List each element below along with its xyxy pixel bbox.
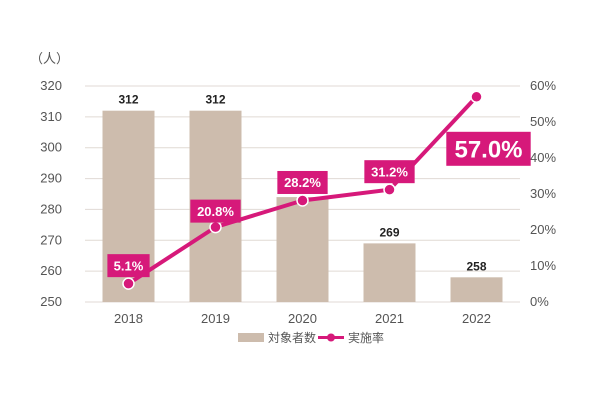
rate-value-label: 28.2% — [284, 175, 321, 190]
legend-swatch-bar — [238, 333, 264, 342]
y-axis-left: 320 310 300 290 280 270 260 250 — [40, 78, 62, 309]
rate-label-box — [446, 131, 531, 166]
y-tick-label-left: 270 — [40, 232, 62, 247]
y-tick-label-right: 10% — [530, 258, 556, 273]
x-tick-label: 2022 — [462, 311, 491, 326]
y-axis-right: 60% 50% 40% 30% 20% 10% 0% — [530, 78, 556, 309]
bar — [276, 197, 329, 302]
y-tick-label-left: 310 — [40, 109, 62, 124]
y-tick-label-right: 30% — [530, 186, 556, 201]
y-tick-label-right: 20% — [530, 222, 556, 237]
legend-marker-line — [327, 333, 335, 342]
rate-value-label: 31.2% — [371, 164, 408, 179]
y-tick-label-right: 0% — [530, 294, 549, 309]
y-tick-label-left: 320 — [40, 78, 62, 93]
line-value-labels: 5.1% 20.8% 28.2% 31.2% 57.0% — [107, 131, 531, 278]
bar — [450, 277, 503, 302]
line-point — [470, 90, 483, 104]
y-tick-label-left: 300 — [40, 140, 62, 155]
legend-label-bar: 対象者数 — [268, 330, 316, 345]
rate-value-label: 20.8% — [197, 204, 234, 219]
bar-value-label: 312 — [205, 93, 225, 107]
y-axis-unit: （人） — [30, 52, 69, 67]
line-point — [296, 194, 309, 207]
rate-value-label: 57.0% — [454, 136, 522, 163]
y-tick-label-left: 260 — [40, 263, 62, 278]
y-tick-label-right: 60% — [530, 78, 556, 93]
legend: 対象者数 実施率 — [238, 330, 384, 345]
line-point — [383, 183, 396, 196]
y-tick-label-left: 250 — [40, 294, 62, 309]
rate-label-box — [107, 254, 150, 278]
bar — [363, 243, 416, 302]
rate-label-box — [190, 199, 241, 223]
rate-value-label: 5.1% — [114, 258, 144, 273]
bar-value-label: 258 — [466, 259, 486, 273]
rate-label-box — [364, 160, 415, 184]
y-tick-label-right: 40% — [530, 150, 556, 165]
x-tick-label: 2021 — [375, 311, 404, 326]
bar-value-label: 269 — [379, 225, 399, 239]
x-tick-label: 2020 — [288, 311, 317, 326]
line-point — [209, 220, 222, 234]
y-tick-label-left: 280 — [40, 201, 62, 216]
x-tick-label: 2019 — [201, 311, 230, 326]
y-tick-label-left: 290 — [40, 171, 62, 186]
x-axis: 2018 2019 2020 2021 2022 — [114, 311, 491, 326]
y-tick-label-right: 50% — [530, 114, 556, 129]
x-tick-label: 2018 — [114, 311, 143, 326]
legend-label-line: 実施率 — [348, 330, 384, 345]
line-point — [122, 277, 135, 290]
bar-value-label: 312 — [118, 93, 138, 107]
rate-label-box — [277, 170, 328, 194]
